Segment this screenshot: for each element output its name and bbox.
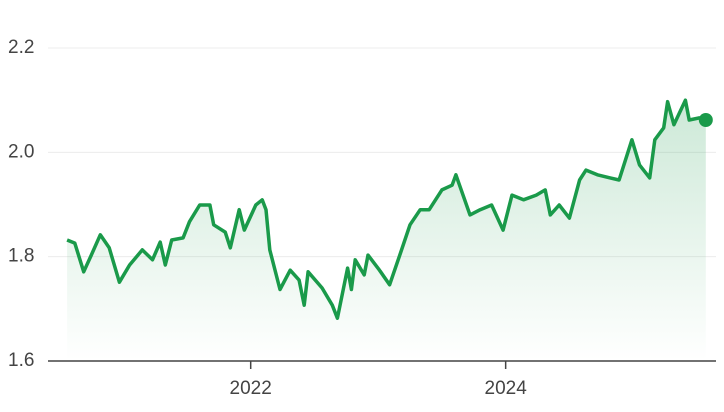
end-dot — [698, 112, 713, 127]
x-tick-label: 2024 — [485, 378, 528, 399]
y-tick-label: 1.8 — [8, 246, 34, 267]
area — [67, 100, 706, 361]
y-tick-label: 1.6 — [8, 350, 34, 371]
y-tick-label: 2.0 — [8, 141, 34, 162]
y-tick-label: 2.2 — [8, 37, 34, 58]
x-tick-label: 2022 — [230, 378, 272, 399]
line — [66, 98, 707, 320]
